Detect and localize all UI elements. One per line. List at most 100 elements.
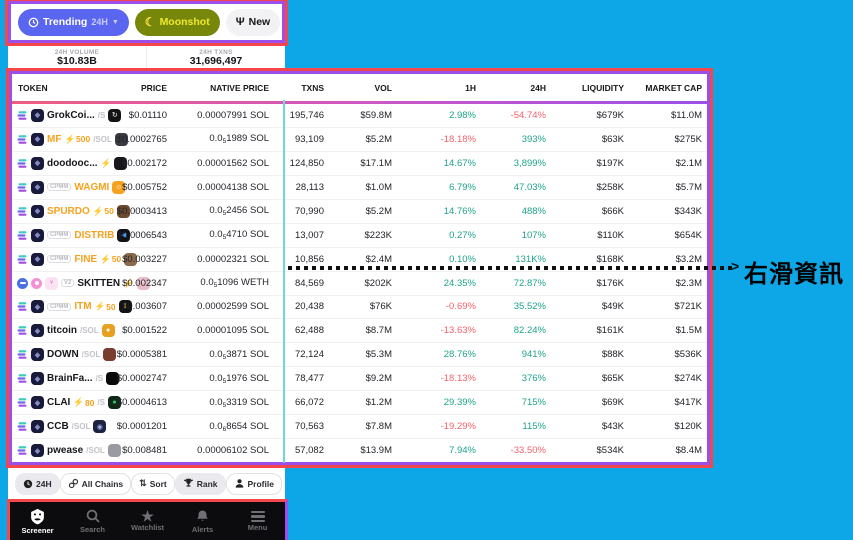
timeframe-filter-label: 24H bbox=[36, 478, 52, 489]
table-row[interactable]: ◈ CCB/SOL ◉ $0.0001201 0.068654 SOL 70,563 $7.… bbox=[12, 414, 707, 438]
change-24h-cell: 3,899% bbox=[513, 157, 546, 169]
annotation-box-table-red: TOKEN PRICE NATIVE PRICE TXNS VOL 1H 24H… bbox=[6, 68, 713, 468]
header-24h[interactable]: 24H bbox=[530, 82, 546, 93]
nav-search[interactable]: Search bbox=[65, 508, 120, 534]
token-cell[interactable]: ◈ pwease/SOL bbox=[12, 444, 121, 458]
profile-button[interactable]: Profile bbox=[225, 472, 282, 495]
txns-cell: 57,082 bbox=[294, 445, 324, 457]
token-cell[interactable]: ◈ SPURDO ⚡ 50 bbox=[12, 204, 130, 218]
nav-menu[interactable]: Menu bbox=[230, 510, 285, 532]
moonshot-label: Moonshot bbox=[159, 16, 210, 28]
header-price[interactable]: PRICE bbox=[141, 82, 167, 93]
sort-button[interactable]: ⇅ Sort bbox=[131, 472, 175, 495]
header-market-cap[interactable]: MARKET CAP bbox=[645, 82, 702, 93]
change-1h-cell: -19.29% bbox=[440, 421, 476, 433]
table-row[interactable]: ◈ CLAI ⚡ 80/S ● $0.0004613 0.053319 SOL 66,072 $… bbox=[12, 390, 707, 414]
vol-cell: $5.2M bbox=[365, 133, 392, 145]
pool-badge: CPMM bbox=[47, 255, 72, 264]
change-24h-cell: 47.03% bbox=[513, 181, 546, 193]
trending-timeframe: 24H bbox=[91, 17, 108, 27]
pool-badge: CPMM bbox=[47, 231, 72, 240]
table-row[interactable]: ◈ BrainFa.../S $0.0002747 0.051976 SOL 78,47… bbox=[12, 366, 707, 390]
header-vol[interactable]: VOL bbox=[374, 82, 392, 93]
new-button[interactable]: Ψ New bbox=[225, 8, 281, 36]
vol-cell: $59.8M bbox=[360, 109, 392, 121]
token-cell[interactable]: ◈ CCB/SOL ◉ bbox=[12, 420, 114, 434]
token-cell[interactable]: ◈ CLAI ⚡ 80/S ● bbox=[12, 396, 121, 410]
all-chains-button[interactable]: All Chains bbox=[59, 472, 132, 495]
token-cell[interactable]: ◈ CPMM FINE ⚡ 50 bbox=[12, 252, 138, 266]
liquidity-cell: $88K bbox=[601, 349, 624, 361]
dex-icon: ◈ bbox=[31, 348, 44, 362]
trending-button[interactable]: Trending 24H ▼ bbox=[18, 8, 129, 36]
token-cell[interactable]: ◈ CPMM WAGMI ☺ bbox=[12, 180, 126, 194]
moon-icon: ☾ bbox=[144, 15, 156, 29]
table-row[interactable]: ◈ CPMM ITM ⚡ 50 ‖ $0.003607 0.00002599 SOL 20,43… bbox=[12, 294, 707, 319]
table-row[interactable]: ◈ CPMM DISTRIB ◀ $0.0006543 0.054710 SOL 13,00… bbox=[12, 222, 707, 247]
pair-label: /SOL bbox=[80, 326, 99, 336]
rank-label: Rank bbox=[196, 478, 218, 489]
price-cell: $0.001522 bbox=[122, 325, 167, 337]
native-price-cell: 0.052456 SOL bbox=[209, 205, 269, 218]
table-row[interactable]: ◈ doodooc... ⚡ $0.002172 0.00001562 SOL 124,8… bbox=[12, 150, 707, 175]
txns-value: 31,696,497 bbox=[189, 54, 243, 67]
moonshot-button[interactable]: ☾ Moonshot bbox=[134, 8, 220, 36]
change-24h-cell: 488% bbox=[521, 205, 546, 217]
timeframe-filter-button[interactable]: 24H bbox=[15, 472, 60, 495]
table-body: ◈ GrokCoi.../S ↻ $0.01110 0.00007991 SOL 195,… bbox=[12, 104, 707, 462]
table-row[interactable]: ◈ SPURDO ⚡ 50 $0.0003413 0.052456 SOL 70,990 $5… bbox=[12, 198, 707, 223]
table-row[interactable]: ◈ MF ⚡ 500/SOL $0.0002765 0.051989 SOL 93,109 $… bbox=[12, 126, 707, 151]
token-cell[interactable]: ◈ doodooc... ⚡ bbox=[12, 156, 128, 170]
table-row[interactable]: ᵛ V2 SKITTEN ⚡ ᴖ $0.002347 0.051096 WETH 84,569… bbox=[12, 270, 707, 295]
table-row[interactable]: ◈ DOWN/SOL $0.0005381 0.053871 SOL 72,124 $5.… bbox=[12, 342, 707, 366]
market-cap-cell: $5.7M bbox=[675, 181, 702, 193]
dex-icon: ◈ bbox=[31, 108, 44, 122]
market-cap-cell: $11.0M bbox=[671, 109, 702, 121]
header-native-price[interactable]: NATIVE PRICE bbox=[210, 82, 269, 93]
native-price-cell: 0.051096 WETH bbox=[200, 277, 269, 290]
boost-icon: ⚡ bbox=[100, 157, 112, 168]
table-row[interactable]: ◈ GrokCoi.../S ↻ $0.01110 0.00007991 SOL 195,… bbox=[12, 104, 707, 127]
txns-cell: 13,007 bbox=[294, 229, 324, 241]
nav-watchlist[interactable]: ★ Watchlist bbox=[120, 509, 175, 532]
token-cell[interactable]: ᵛ V2 SKITTEN ⚡ ᴖ bbox=[12, 276, 150, 290]
token-avatar: ↻ bbox=[108, 108, 122, 122]
rank-button[interactable]: Rank bbox=[174, 472, 226, 495]
liquidity-cell: $168K bbox=[596, 253, 624, 265]
pair-label: /S bbox=[97, 398, 105, 408]
solana-chain-icon bbox=[17, 254, 27, 264]
screener-logo-icon bbox=[31, 508, 44, 525]
all-chains-label: All Chains bbox=[81, 478, 124, 489]
pool-badge: V2 bbox=[61, 279, 75, 288]
table-row[interactable]: ◈ pwease/SOL $0.008481 0.00006102 SOL 57,082… bbox=[12, 438, 707, 462]
volume-label: 24H VOLUME bbox=[54, 48, 100, 56]
dex-icon: ◈ bbox=[31, 300, 44, 314]
header-liquidity[interactable]: LIQUIDITY bbox=[581, 82, 624, 93]
txns-label: 24H TXNS bbox=[199, 48, 233, 56]
txns-cell: 84,569 bbox=[294, 277, 324, 289]
chevron-down-icon: ▼ bbox=[111, 18, 119, 26]
nav-screener[interactable]: Screener bbox=[10, 508, 65, 535]
pair-label: /S bbox=[97, 110, 106, 120]
table-row[interactable]: ◈ titcoin/SOL ● $0.001522 0.00001095 SOL 62,4… bbox=[12, 318, 707, 342]
table-row[interactable]: ◈ CPMM FINE ⚡ 50 $0.003227 0.00002321 SOL 10,85… bbox=[12, 246, 707, 271]
header-txns[interactable]: TXNS bbox=[301, 82, 324, 93]
token-cell[interactable]: ◈ DOWN/SOL bbox=[12, 348, 117, 362]
token-cell[interactable]: ◈ titcoin/SOL ● bbox=[12, 324, 115, 338]
stat-txns: 24H TXNS 31,696,497 bbox=[146, 46, 285, 70]
header-1h[interactable]: 1H bbox=[465, 82, 476, 93]
token-cell[interactable]: ◈ CPMM DISTRIB ◀ bbox=[12, 228, 131, 242]
table-row[interactable]: ◈ CPMM WAGMI ☺ $0.005752 0.00004138 SOL 28,113… bbox=[12, 174, 707, 199]
token-cell[interactable]: ◈ GrokCoi.../S ↻ bbox=[12, 108, 122, 122]
change-1h-cell: 7.94% bbox=[449, 445, 476, 457]
token-cell[interactable]: ◈ CPMM ITM ⚡ 50 ‖ bbox=[12, 300, 132, 314]
token-cell[interactable]: ◈ BrainFa.../S bbox=[12, 372, 120, 386]
price-cell: $0.003227 bbox=[122, 253, 167, 265]
market-cap-cell: $8.4M bbox=[675, 445, 702, 457]
price-cell: $0.01110 bbox=[128, 109, 167, 121]
vol-cell: $76K bbox=[369, 301, 392, 313]
nav-alerts[interactable]: Alerts bbox=[175, 509, 230, 534]
pair-label: /SOL bbox=[86, 446, 105, 456]
token-cell[interactable]: ◈ MF ⚡ 500/SOL bbox=[12, 132, 128, 146]
header-token[interactable]: TOKEN bbox=[18, 82, 48, 93]
